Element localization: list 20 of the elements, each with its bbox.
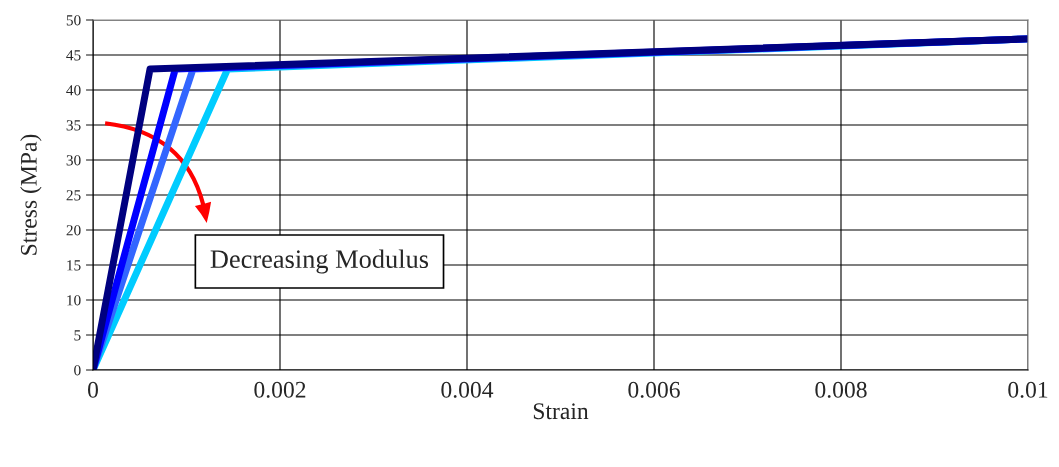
- y-tick-label: 15: [67, 260, 81, 271]
- y-tick-label: 0: [74, 365, 81, 376]
- x-tick-label: 0.002: [254, 381, 306, 398]
- x-tick-label: 0.008: [815, 381, 867, 398]
- y-tick-label: 50: [66, 15, 81, 26]
- x-tick-label: 0: [88, 381, 98, 398]
- y-tick-label: 10: [67, 295, 81, 306]
- y-tick-label: 35: [66, 120, 81, 131]
- y-tick-label: 30: [66, 155, 81, 166]
- annotation: Decreasing Modulus: [210, 249, 429, 274]
- y-tick-label: 25: [66, 190, 81, 201]
- y-axis-title: Stress (MPa): [20, 134, 42, 255]
- x-tick-label: 0.004: [441, 381, 494, 398]
- x-tick-label: 0.006: [628, 381, 680, 398]
- y-tick-label: 5: [74, 330, 81, 341]
- x-axis-title: Strain: [533, 403, 589, 420]
- x-tick-label: 0.01: [1008, 381, 1048, 398]
- y-tick-label: 40: [66, 85, 81, 96]
- y-tick-label: 20: [66, 225, 81, 236]
- y-tick-label: 45: [66, 50, 81, 61]
